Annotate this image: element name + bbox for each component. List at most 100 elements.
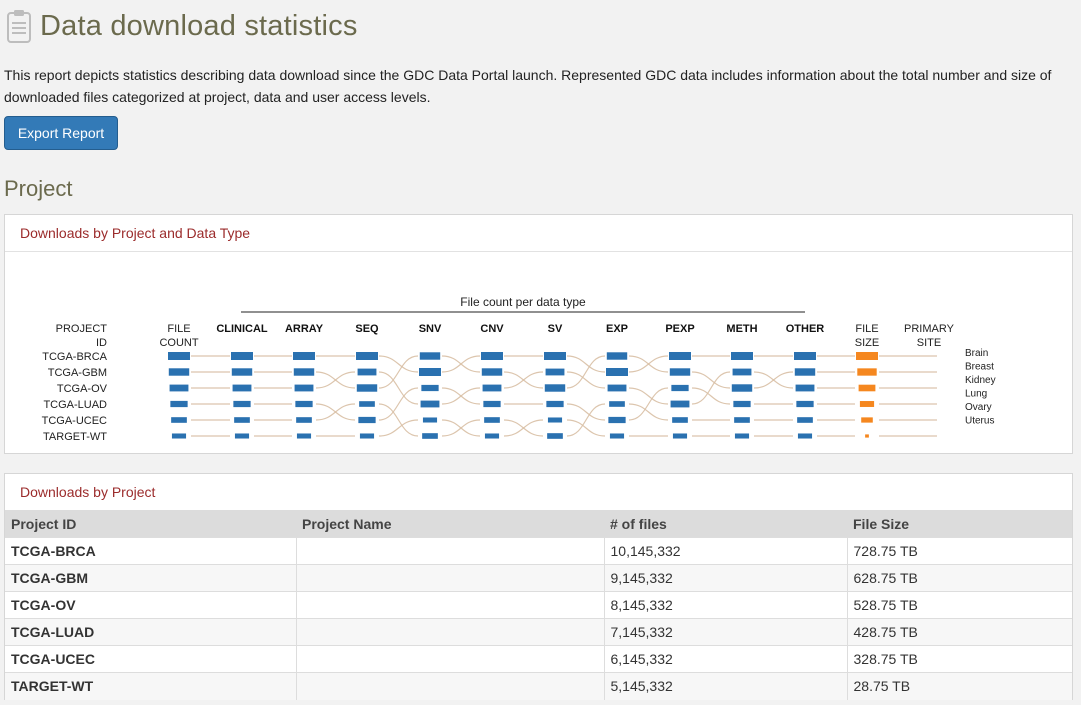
flow-link <box>378 403 419 437</box>
data-type-bar <box>357 368 377 376</box>
data-type-bar <box>231 368 253 376</box>
file-count-cell: 7,145,332 <box>603 618 847 646</box>
data-type-label: CLINICAL <box>216 323 268 335</box>
data-type-bar <box>609 433 625 439</box>
primary-site-header: PRIMARY <box>904 323 955 335</box>
data-type-bar <box>609 401 625 407</box>
data-type-label: ARRAY <box>285 323 324 335</box>
file-size-cell: 428.75 TB <box>846 618 1072 646</box>
table-row: TCGA-OV 8,145,332 528.75 TB <box>5 591 1072 619</box>
data-type-bar <box>233 400 251 408</box>
data-type-bar <box>293 352 315 360</box>
data-type-bar <box>794 368 816 376</box>
flow-link <box>566 403 606 437</box>
primary-site-label: Kidney <box>965 375 996 386</box>
project-label: TCGA-GBM <box>48 367 107 379</box>
data-type-bar <box>422 417 438 423</box>
primary-site-label: Lung <box>965 389 987 400</box>
parallel-sets-chart: File count per data type PROJECT ID FILE COU… <box>42 295 996 443</box>
table-row: TARGET-WT 5,145,332 28.75 TB <box>5 672 1072 700</box>
file-size-cell: 28.75 TB <box>846 672 1072 700</box>
project-id-cell[interactable]: TCGA-GBM <box>5 564 296 592</box>
flow-link <box>566 419 606 437</box>
file-size-cell: 328.75 TB <box>846 645 1072 673</box>
downloads-by-project-panel: Downloads by Project Project ID Project … <box>4 473 1073 700</box>
column-header-file-size[interactable]: File Size <box>847 510 1072 538</box>
flow-link <box>753 371 794 389</box>
flow-link <box>691 371 731 405</box>
data-type-bar <box>607 384 627 392</box>
file-size-cell: 728.75 TB <box>846 537 1072 565</box>
data-type-bar <box>544 384 566 392</box>
flow-link <box>378 355 419 389</box>
flow-link <box>441 419 481 437</box>
file-count-cell: 5,145,332 <box>603 672 847 700</box>
project-axis-header: ID <box>96 337 107 349</box>
column-header-file-count[interactable]: # of files <box>604 510 847 538</box>
data-type-bar <box>732 368 752 376</box>
file-size-cell: 528.75 TB <box>846 591 1072 619</box>
data-type-bar <box>796 400 814 408</box>
data-type-bar <box>731 384 753 392</box>
file-count-bar <box>171 417 187 423</box>
project-axis-header: PROJECT <box>56 323 108 335</box>
file-size-cell: 628.75 TB <box>846 564 1072 592</box>
file-count-cell: 9,145,332 <box>603 564 847 592</box>
table-header-row: Project ID Project Name # of files File … <box>5 510 1072 538</box>
data-type-bar <box>672 433 688 439</box>
table-row: TCGA-UCEC 6,145,332 328.75 TB <box>5 645 1072 673</box>
data-type-bar <box>295 400 313 408</box>
data-type-bar <box>544 352 566 360</box>
data-type-bar <box>484 433 500 439</box>
project-label: TCGA-OV <box>57 383 108 395</box>
file-count-bar <box>170 400 188 408</box>
project-label: TARGET-WT <box>43 431 107 443</box>
flow-link <box>378 387 419 421</box>
data-type-bar <box>669 352 691 360</box>
flow-link <box>441 355 481 373</box>
table-row: TCGA-GBM 9,145,332 628.75 TB <box>5 564 1072 592</box>
downloads-by-project-datatype-panel: Downloads by Project and Data Type File … <box>4 214 1073 454</box>
column-header-project-id[interactable]: Project ID <box>5 510 296 538</box>
data-type-bar <box>797 417 813 423</box>
project-id-cell[interactable]: TARGET-WT <box>5 672 296 700</box>
section-title-project: Project <box>4 176 73 201</box>
data-type-bar <box>545 368 565 376</box>
project-id-cell[interactable]: TCGA-LUAD <box>5 618 296 646</box>
data-type-label: CNV <box>480 323 504 335</box>
data-type-bar <box>234 417 250 423</box>
chart-title: File count per data type <box>460 295 586 309</box>
file-count-header: COUNT <box>159 337 198 349</box>
project-label: TCGA-BRCA <box>42 351 107 363</box>
flow-link <box>566 371 606 389</box>
file-size-header: FILE <box>855 323 878 335</box>
data-type-bar <box>546 400 564 408</box>
file-size-bar <box>859 401 875 407</box>
data-type-bar <box>359 401 375 407</box>
project-name-cell <box>295 618 604 646</box>
column-header-project-name[interactable]: Project Name <box>296 510 604 538</box>
primary-site-label: Brain <box>965 348 988 359</box>
data-type-bar <box>547 433 563 439</box>
data-type-bar <box>419 368 441 376</box>
data-type-bar <box>358 416 376 424</box>
flow-link <box>566 403 606 421</box>
file-count-bar <box>171 433 187 439</box>
flow-link <box>503 419 544 437</box>
export-report-button[interactable]: Export Report <box>4 116 118 150</box>
project-name-cell <box>295 591 604 619</box>
project-id-cell[interactable]: TCGA-OV <box>5 591 296 619</box>
project-id-cell[interactable]: TCGA-UCEC <box>5 645 296 673</box>
page-title: Data download statistics <box>40 9 358 42</box>
file-size-bar <box>865 434 869 438</box>
file-count-cell: 6,145,332 <box>603 645 847 673</box>
file-size-bar <box>857 368 877 376</box>
file-size-bar <box>856 352 878 360</box>
data-type-bar <box>422 433 438 439</box>
data-type-bar <box>670 400 690 408</box>
data-type-bar <box>734 417 750 423</box>
data-type-bar <box>731 352 753 360</box>
project-name-cell <box>295 564 604 592</box>
project-id-cell[interactable]: TCGA-BRCA <box>5 537 296 565</box>
data-type-bar <box>481 352 503 360</box>
